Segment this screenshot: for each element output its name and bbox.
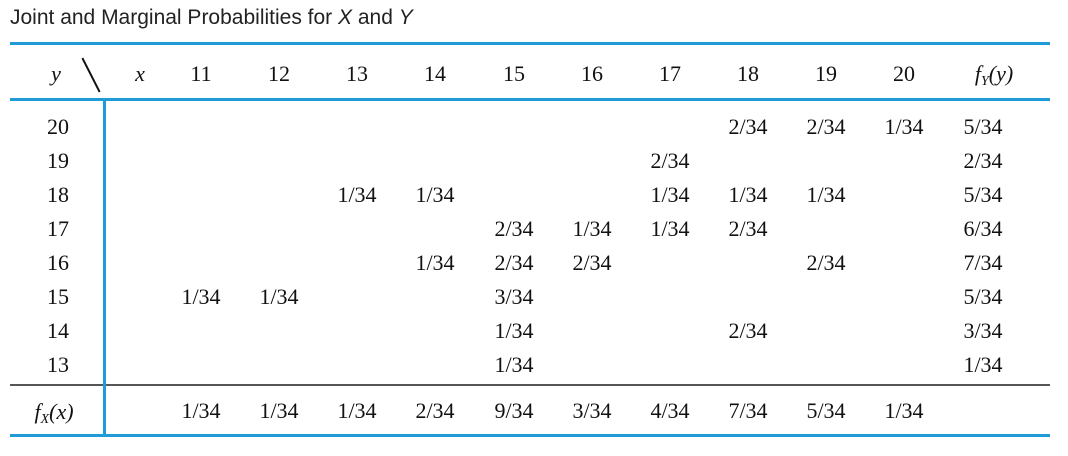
joint-probability-cell: 1/34: [884, 114, 924, 139]
row-y-label: 14: [47, 318, 69, 343]
marginal-fx-cell: 2/34: [415, 398, 455, 423]
marginal-fx-cell: 1/34: [259, 398, 299, 423]
row-y-label: 17: [47, 216, 69, 241]
marginal-fx-cell: 4/34: [650, 398, 690, 423]
marginal-fy-cell: 5/34: [963, 284, 1003, 309]
row-y-label: 16: [47, 250, 69, 275]
row-y-label: 13: [47, 352, 69, 377]
joint-probability-cell: 1/34: [806, 182, 846, 207]
row-y-label: 18: [47, 182, 69, 207]
marginal-fx-cell: 3/34: [572, 398, 612, 423]
joint-probability-cell: 1/34: [650, 216, 690, 241]
header-x-value: 13: [346, 61, 368, 86]
header-x-value: 19: [815, 61, 837, 86]
header-x-value: 17: [659, 61, 681, 86]
joint-probability-cell: 2/34: [728, 216, 768, 241]
header-backslash: [81, 57, 101, 93]
joint-probability-cell: 1/34: [181, 284, 221, 309]
joint-probability-cell: 2/34: [494, 216, 534, 241]
header-x-value: 18: [737, 61, 759, 86]
top-rule: [10, 42, 1050, 45]
marginal-fy-cell: 7/34: [963, 250, 1003, 275]
fx-row-label: fX(x): [34, 399, 74, 427]
joint-probability-cell: 1/34: [572, 216, 612, 241]
marginal-fy-cell: 1/34: [963, 352, 1003, 377]
joint-probability-cell: 1/34: [259, 284, 299, 309]
row-y-label: 20: [47, 114, 69, 139]
joint-probability-cell: 2/34: [494, 250, 534, 275]
joint-probability-cell: 1/34: [494, 318, 534, 343]
bottom-rule: [10, 434, 1050, 437]
joint-probability-cell: 1/34: [494, 352, 534, 377]
header-x-value: 16: [581, 61, 603, 86]
header-x-value: 20: [893, 61, 915, 86]
joint-probability-cell: 1/34: [728, 182, 768, 207]
header-fy: fY(y): [974, 61, 1014, 89]
marginal-fx-cell: 9/34: [494, 398, 534, 423]
header-y-label: y: [51, 61, 61, 86]
table-title: Joint and Marginal Probabilities for X a…: [10, 6, 413, 29]
marginal-separator-rule: [10, 384, 1050, 386]
marginal-fx-cell: 1/34: [884, 398, 924, 423]
header-x-label: x: [135, 61, 145, 86]
marginal-fx-cell: 5/34: [806, 398, 846, 423]
joint-probability-cell: 2/34: [650, 148, 690, 173]
joint-probability-cell: 1/34: [415, 250, 455, 275]
joint-probability-cell: 2/34: [806, 250, 846, 275]
joint-probability-cell: 1/34: [337, 182, 377, 207]
header-x-value: 14: [424, 61, 446, 86]
marginal-fx-cell: 1/34: [337, 398, 377, 423]
marginal-fy-cell: 5/34: [963, 114, 1003, 139]
joint-probability-cell: 2/34: [806, 114, 846, 139]
marginal-fy-cell: 2/34: [963, 148, 1003, 173]
joint-probability-cell: 1/34: [650, 182, 690, 207]
marginal-fx-cell: 1/34: [181, 398, 221, 423]
joint-probability-cell: 3/34: [494, 284, 534, 309]
joint-probability-cell: 2/34: [728, 318, 768, 343]
header-x-value: 11: [190, 61, 212, 86]
marginal-fy-cell: 6/34: [963, 216, 1003, 241]
joint-probability-cell: 2/34: [728, 114, 768, 139]
header-x-value: 12: [268, 61, 290, 86]
marginal-fy-cell: 3/34: [963, 318, 1003, 343]
marginal-fx-cell: 7/34: [728, 398, 768, 423]
marginal-fy-cell: 5/34: [963, 182, 1003, 207]
row-y-label: 19: [47, 148, 69, 173]
header-x-value: 15: [503, 61, 525, 86]
header-rule: [10, 98, 1050, 101]
joint-probability-cell: 2/34: [572, 250, 612, 275]
joint-probability-cell: 1/34: [415, 182, 455, 207]
row-y-label: 15: [47, 284, 69, 309]
row-label-divider: [103, 100, 106, 436]
